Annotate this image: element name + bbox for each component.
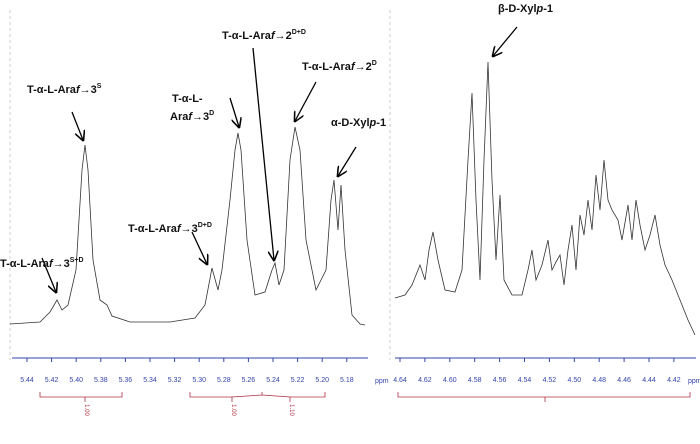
annotation-text: β-D-Xyl — [498, 3, 537, 15]
annotation-text: →3 — [192, 111, 209, 123]
tick-label: 5.38 — [94, 377, 108, 384]
tick-label: 5.40 — [69, 377, 83, 384]
annotation: β-D-Xylp-1 — [498, 3, 553, 15]
tick-label: 4.44 — [642, 377, 656, 384]
annotation-italic: p — [369, 117, 377, 129]
annotation-text: →3 — [181, 223, 198, 235]
annotation-text: T-α-L-Ara — [0, 258, 50, 270]
tick-label: 4.48 — [592, 377, 606, 384]
annotation: Araf→3D — [170, 110, 214, 123]
integral-label: 1.00 — [83, 404, 89, 416]
annotation-sup: D — [209, 110, 214, 117]
tick-label: 5.44 — [20, 377, 34, 384]
annotation-sup: D+D — [198, 222, 212, 229]
tick-label: 5.32 — [168, 377, 182, 384]
annotation-italic: f — [188, 111, 193, 123]
tick-label: 5.36 — [119, 377, 133, 384]
annotation-text: →3 — [53, 258, 70, 270]
integral-label: 1.00 — [230, 404, 236, 416]
annotation-text: →2 — [355, 61, 372, 73]
spectrum — [394, 61, 696, 336]
tick-label: 5.24 — [266, 377, 280, 384]
tick-label: 4.42 — [667, 377, 681, 384]
spectrum — [9, 126, 366, 326]
tick-label: 5.20 — [315, 377, 329, 384]
arrows — [41, 26, 518, 292]
axis-unit: ppm — [688, 378, 700, 385]
annotation: T-α-L-Araf→3D+D — [128, 222, 212, 235]
tick-label: 4.64 — [393, 377, 407, 384]
tick-label: 5.34 — [143, 377, 157, 384]
tick-label: 5.22 — [291, 377, 305, 384]
tick-label: 4.50 — [567, 377, 581, 384]
annotation: T-α-L-Araf→3S+D — [0, 257, 84, 270]
annotation-text: α-D-Xyl — [331, 117, 370, 129]
integral-bracket — [39, 392, 691, 402]
tick-label: 4.56 — [493, 377, 507, 384]
annotation-text: T-α-L- — [172, 93, 203, 105]
tick-label: 5.26 — [242, 377, 256, 384]
tick-label: 4.46 — [617, 377, 631, 384]
annotation: T-α-L-Araf→2D+D — [222, 29, 306, 42]
annotation-text: -1 — [376, 117, 386, 129]
annotation-text: T-α-L-Ara — [302, 61, 352, 73]
annotation-text: T-α-L-Ara — [128, 223, 178, 235]
tick-label: 4.62 — [418, 377, 432, 384]
annotation-text: →2 — [275, 30, 292, 42]
tick-label: 4.54 — [518, 377, 532, 384]
annotation-text: T-α-L-Ara — [222, 30, 272, 42]
axis-unit: ppm — [375, 378, 389, 385]
annotation-sup: S+D — [70, 257, 84, 264]
annotation: T-α-L-Araf→2D — [302, 60, 377, 73]
annotation-italic: f — [49, 258, 54, 270]
annotation: T-α-L-Araf→3S — [27, 83, 102, 96]
annotation: T-α-L- — [172, 93, 203, 105]
annotation-italic: f — [271, 30, 276, 42]
tick-label: 5.18 — [340, 377, 354, 384]
annotation-italic: f — [351, 61, 356, 73]
annotation-sup: D+D — [292, 29, 306, 36]
annotation-italic: f — [76, 84, 81, 96]
annotation-text: →3 — [80, 84, 97, 96]
annotation-sup: D — [372, 60, 377, 67]
annotation-text: Ara — [170, 111, 189, 123]
tick-label: 4.60 — [443, 377, 457, 384]
integral-label: 1.10 — [288, 404, 294, 416]
tick-label: 4.58 — [468, 377, 482, 384]
tick-label: 5.28 — [217, 377, 231, 384]
tick-label: 5.42 — [45, 377, 59, 384]
annotation-sup: S — [97, 83, 102, 90]
annotation: α-D-Xylp-1 — [331, 117, 386, 129]
annotation-text: T-α-L-Ara — [27, 84, 77, 96]
annotation-text: -1 — [543, 3, 553, 15]
annotation-italic: f — [177, 223, 182, 235]
annotation-italic: p — [536, 3, 544, 15]
tick-label: 5.30 — [192, 377, 206, 384]
tick-label: 4.52 — [543, 377, 557, 384]
